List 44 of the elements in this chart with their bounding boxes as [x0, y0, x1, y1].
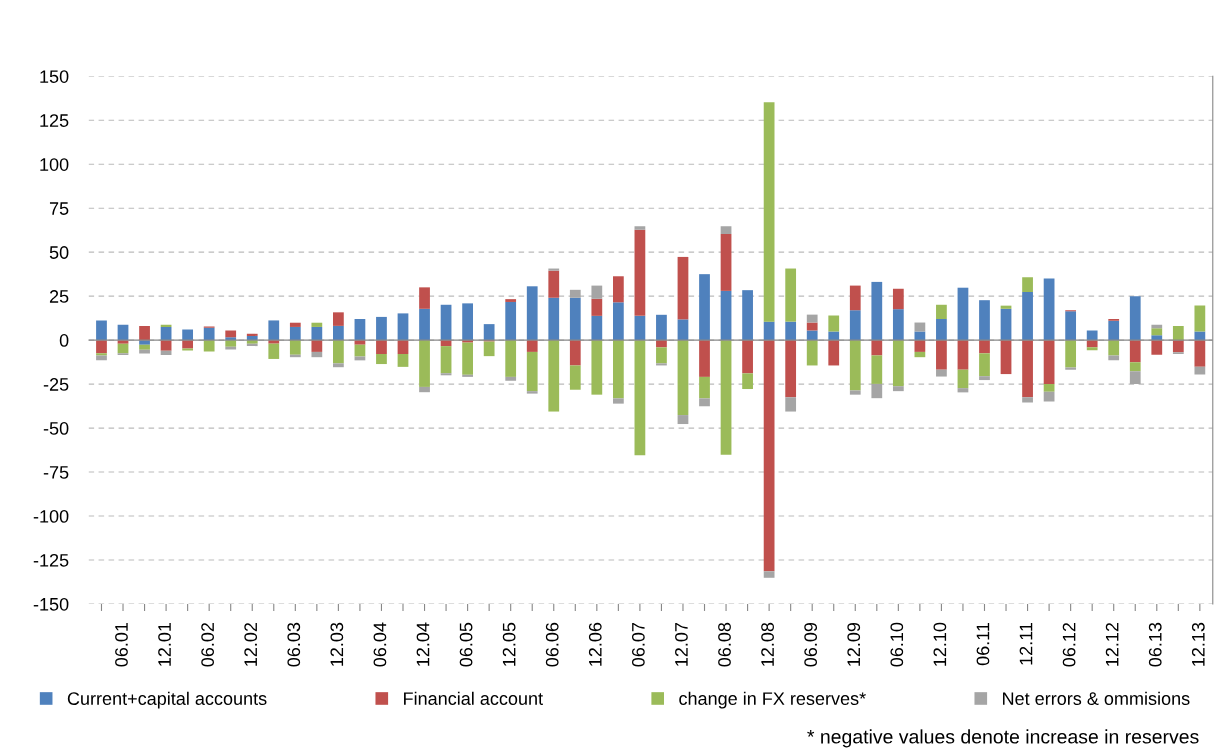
x-tick-label: 12.11	[1019, 622, 1033, 665]
x-tick-label: 06.12	[1062, 622, 1076, 667]
y-tick-label: -50	[43, 422, 69, 435]
x-tick-label: 06.03	[287, 622, 301, 667]
x-tick-label: 12.08	[761, 622, 774, 666]
x-tick-label: 06.13	[1148, 622, 1162, 667]
y-tick-label: 0	[59, 334, 69, 347]
x-tick-label: 12.01	[158, 622, 171, 666]
y-tick-label: -25	[43, 378, 69, 391]
x-tick-label: 12.02	[244, 622, 258, 666]
x-tick-label: 12.06	[588, 622, 602, 666]
x-tick-label: 12.13	[1191, 622, 1205, 666]
x-tick-label: 06.04	[373, 622, 387, 667]
y-tick-label: 50	[49, 246, 69, 259]
x-tick-label: 06.09	[804, 622, 818, 667]
y-tick-label: -150	[33, 597, 69, 611]
x-tick-label: 12.09	[847, 622, 861, 666]
x-tick-label: 06.08	[718, 622, 731, 667]
text: * negative values denote increase in reserves	[807, 729, 1199, 748]
x-tick-label: 06.02	[201, 622, 215, 667]
x-tick-label: 12.07	[675, 622, 688, 666]
legend-label: Net errors & ommisions	[1003, 691, 1190, 705]
x-tick-label: 06.11	[976, 622, 990, 666]
y-tick-label: 100	[40, 158, 69, 171]
x-tick-label: 12.05	[502, 622, 516, 666]
legend-label: Current+capital accounts	[67, 691, 267, 709]
y-tick-label: 150	[40, 70, 69, 83]
x-tick-label: 06.07	[631, 622, 645, 667]
x-tick-label: 06.10	[890, 622, 904, 667]
y-tick-label: -125	[33, 553, 69, 567]
x-tick-label: 06.06	[545, 622, 559, 667]
x-tick-label: 06.05	[459, 622, 473, 667]
y-tick-label: 75	[49, 202, 69, 215]
x-tick-label: 12.10	[933, 622, 947, 666]
x-tick-label: 12.12	[1105, 622, 1119, 666]
y-tick-label: 25	[49, 290, 69, 303]
y-tick-label: 125	[40, 114, 69, 127]
y-tick-label: -75	[43, 466, 69, 479]
x-tick-label: 12.04	[416, 622, 430, 666]
legend-label: change in FX reserves*	[679, 691, 866, 709]
y-tick-label: -100	[33, 509, 69, 523]
x-tick-label: 12.03	[330, 622, 344, 666]
x-tick-label: 06.01	[115, 622, 128, 667]
legend-label: Financial account	[404, 691, 543, 705]
